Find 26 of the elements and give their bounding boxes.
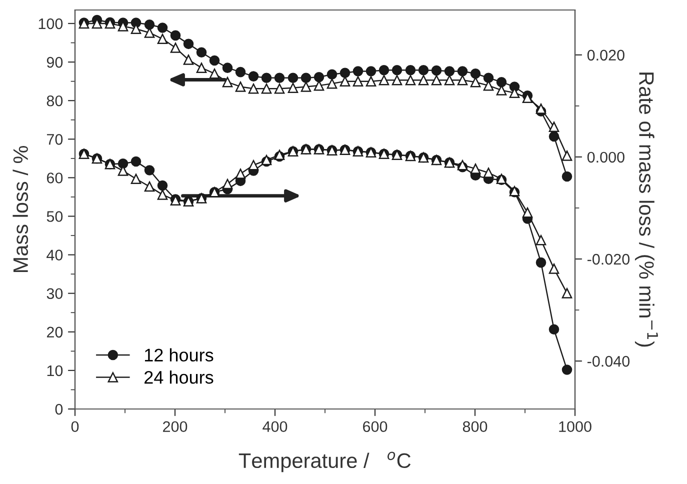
y-tick-label: 50 (46, 211, 63, 222)
y-tick-label: 40 (46, 250, 63, 260)
x-axis-title: Temperature / $^{o}$C (238, 452, 411, 472)
y2-tick-label: 0.020 (587, 50, 624, 61)
y-tick-label: 30 (46, 288, 63, 300)
y-tick-label: 0 (55, 404, 63, 415)
y-axis-title: Mass loss / % (12, 146, 28, 272)
y-tick-label: 80 (46, 95, 63, 106)
y-tick-label: 70 (46, 134, 63, 145)
y-tick-label: 100 (38, 18, 63, 30)
y2-axis-title: Rate of mass loss / (% min$^{−1}$) (634, 72, 658, 347)
y-tick-label: 10 (47, 365, 63, 376)
y2-tick-label: -0.020 (587, 254, 630, 265)
legend-label: 24 hours (144, 370, 214, 384)
y2-tick-label: -0.040 (587, 356, 630, 367)
y-tick-label: 20 (46, 326, 63, 338)
y-tick-label: 90 (46, 56, 63, 68)
x-tick-label: 0 (71, 421, 79, 432)
y-tick-label: 60 (46, 172, 63, 184)
y2-tick-label: 0.000 (587, 152, 624, 163)
x-tick-label: 600 (363, 421, 388, 432)
x-tick-label: 1000 (559, 421, 592, 432)
x-tick-label: 800 (462, 421, 488, 432)
legend-label: 12 hours (144, 348, 214, 362)
x-tick-label: 400 (262, 421, 288, 432)
x-tick-label: 200 (163, 421, 188, 432)
